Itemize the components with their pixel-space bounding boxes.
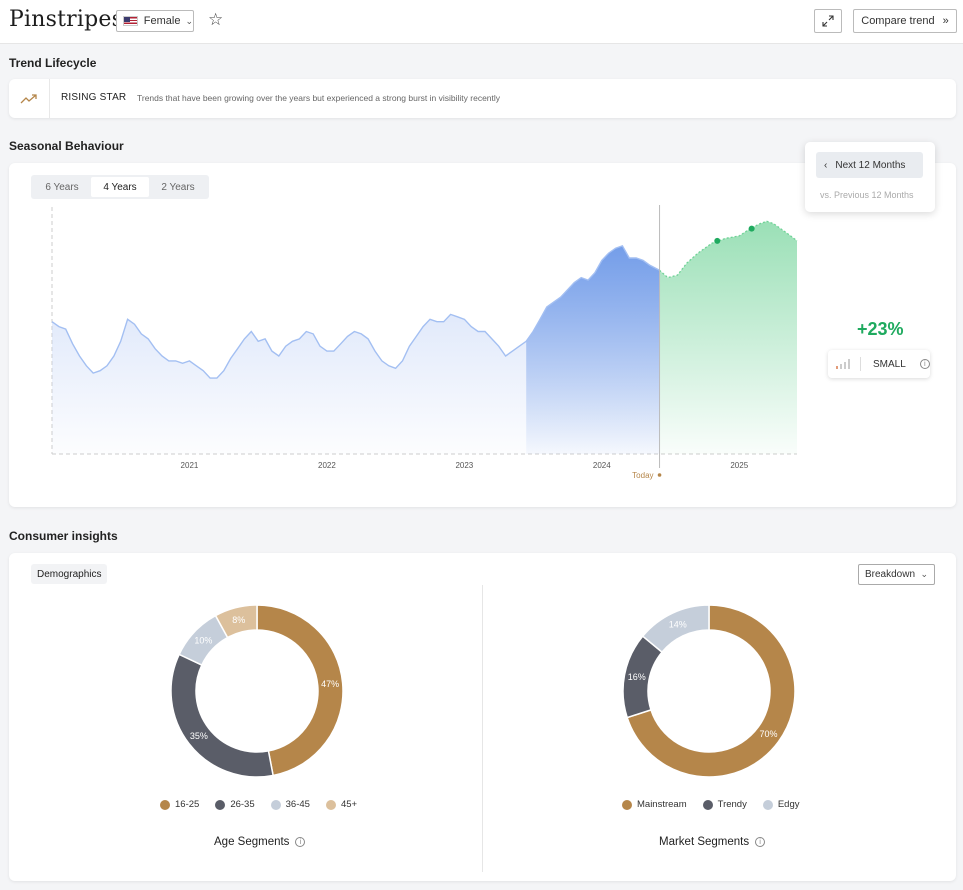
growth-value: +23% [857, 319, 904, 339]
age-legend: 16-25 26-35 36-45 45+ [160, 799, 357, 810]
market-segments-label: Market Segments [659, 836, 750, 848]
range-tabs: 6 Years 4 Years 2 Years [31, 175, 209, 199]
next-12-months-button[interactable]: ‹ Next 12 Months [816, 152, 923, 178]
slice-label: 35% [190, 731, 208, 741]
tab-demographics[interactable]: Demographics [31, 564, 108, 584]
today-label: Today [632, 471, 653, 480]
age-segments-label: Age Segments [214, 836, 290, 848]
legend-label: Trendy [717, 799, 747, 810]
x-tick-label: 2021 [181, 461, 199, 470]
tab-4-years[interactable]: 4 Years [91, 177, 149, 197]
history-line [51, 244, 660, 379]
legend-label: 45+ [340, 799, 358, 810]
legend-label: Edgy [777, 799, 800, 810]
age-segments-title: Age Segments i [214, 836, 306, 848]
market-segments-title: Market Segments i [659, 836, 766, 848]
market-donut-chart: 70% 16% 14% [622, 604, 796, 778]
next-12-months-label: Next 12 Months [835, 159, 906, 171]
panel-divider [482, 585, 483, 872]
forecast-line [659, 220, 798, 279]
signal-bars-icon [836, 359, 850, 369]
expand-icon [822, 15, 834, 27]
donut-slice[interactable] [641, 604, 710, 654]
legend-swatch [160, 799, 170, 810]
seasonal-card: 6 Years 4 Years 2 Years Today 2021 2022 202… [9, 163, 956, 507]
slice-label: 47% [321, 679, 339, 689]
donut-slice[interactable] [626, 604, 796, 778]
history-area [52, 245, 660, 454]
comparison-label: vs. Previous 12 Months [820, 190, 914, 200]
legend-item: Edgy [762, 799, 800, 810]
legend-swatch [622, 799, 632, 810]
legend-swatch [325, 799, 336, 810]
period-popover: ‹ Next 12 Months vs. Previous 12 Months [805, 142, 935, 212]
legend-swatch [762, 799, 773, 810]
legend-label: Mainstream [637, 799, 687, 810]
info-icon[interactable]: i [919, 359, 930, 369]
top-bar: Pinstripes Female ⌄ ☆ Compare trend » [0, 0, 963, 44]
trend-area-chart: Today 2021 2022 2023 2024 2025 [51, 205, 798, 480]
breakdown-select-value: Breakdown [865, 569, 916, 580]
x-tick-label: 2022 [318, 461, 336, 470]
donut-slice[interactable] [256, 604, 344, 777]
lifecycle-card: RISING STAR Trends that have been growin… [9, 79, 956, 118]
legend-label: 16-25 [175, 799, 200, 810]
legend-item: 16-25 [160, 799, 199, 810]
seasonal-title: Seasonal Behaviour [9, 139, 124, 153]
legend-swatch [270, 799, 281, 810]
legend-swatch [702, 799, 713, 810]
legend-item: Mainstream [622, 799, 687, 810]
slice-label: 10% [194, 636, 212, 646]
forecast-point[interactable] [714, 237, 721, 244]
donut-slice[interactable] [170, 653, 274, 778]
breakdown-select[interactable]: Breakdown ⌄ [858, 564, 935, 585]
gender-select[interactable]: Female ⌄ [116, 10, 194, 32]
x-tick-label: 2025 [730, 461, 748, 470]
compare-trend-button[interactable]: Compare trend » [853, 9, 957, 33]
legend-item: Trendy [702, 799, 747, 810]
page-title: Pinstripes [9, 7, 124, 32]
rising-trend-icon [9, 79, 50, 118]
donut-slice[interactable] [214, 604, 258, 639]
double-chevron-right-icon: » [942, 15, 949, 27]
info-icon[interactable]: i [295, 837, 306, 847]
recent-history-area [526, 245, 660, 454]
compare-trend-label: Compare trend [861, 15, 935, 27]
today-marker [657, 473, 662, 477]
star-icon[interactable]: ☆ [208, 10, 224, 29]
legend-label: 26-35 [230, 799, 255, 810]
badge-divider [860, 357, 861, 371]
lifecycle-stage: RISING STAR [61, 92, 127, 103]
lifecycle-description: Trends that have been growing over the y… [137, 93, 501, 103]
age-donut-chart: 47% 35% 10% 8% [170, 604, 344, 778]
legend-item: 45+ [325, 799, 358, 810]
forecast-point[interactable] [748, 225, 755, 232]
chevron-down-icon: ⌄ [920, 569, 928, 579]
legend-item: 26-35 [215, 799, 255, 810]
size-label: SMALL [873, 358, 906, 370]
size-badge: SMALL i [828, 350, 930, 378]
slice-label: 8% [232, 615, 245, 625]
info-icon[interactable]: i [755, 837, 766, 847]
forecast-area [659, 221, 797, 454]
legend-swatch [215, 799, 226, 810]
x-tick-label: 2023 [455, 461, 473, 470]
legend-item: 36-45 [270, 799, 310, 810]
tab-2-years[interactable]: 2 Years [161, 181, 195, 193]
tab-6-years[interactable]: 6 Years [45, 181, 79, 193]
consumer-card: Demographics Breakdown ⌄ 47% 35% 10% 8% 70%… [9, 553, 956, 881]
us-flag-icon [123, 16, 138, 26]
gender-select-value: Female [143, 15, 181, 27]
slice-label: 16% [628, 672, 646, 682]
expand-button[interactable] [814, 9, 842, 33]
market-legend: Mainstream Trendy Edgy [622, 799, 800, 810]
legend-label: 36-45 [285, 799, 310, 810]
slice-label: 14% [669, 619, 687, 629]
consumer-title: Consumer insights [9, 529, 118, 543]
x-tick-label: 2024 [593, 461, 611, 470]
lifecycle-title: Trend Lifecycle [9, 56, 97, 70]
slice-label: 70% [759, 729, 777, 739]
chevron-down-icon: ⌄ [185, 15, 193, 26]
chevron-left-icon: ‹ [824, 159, 828, 171]
